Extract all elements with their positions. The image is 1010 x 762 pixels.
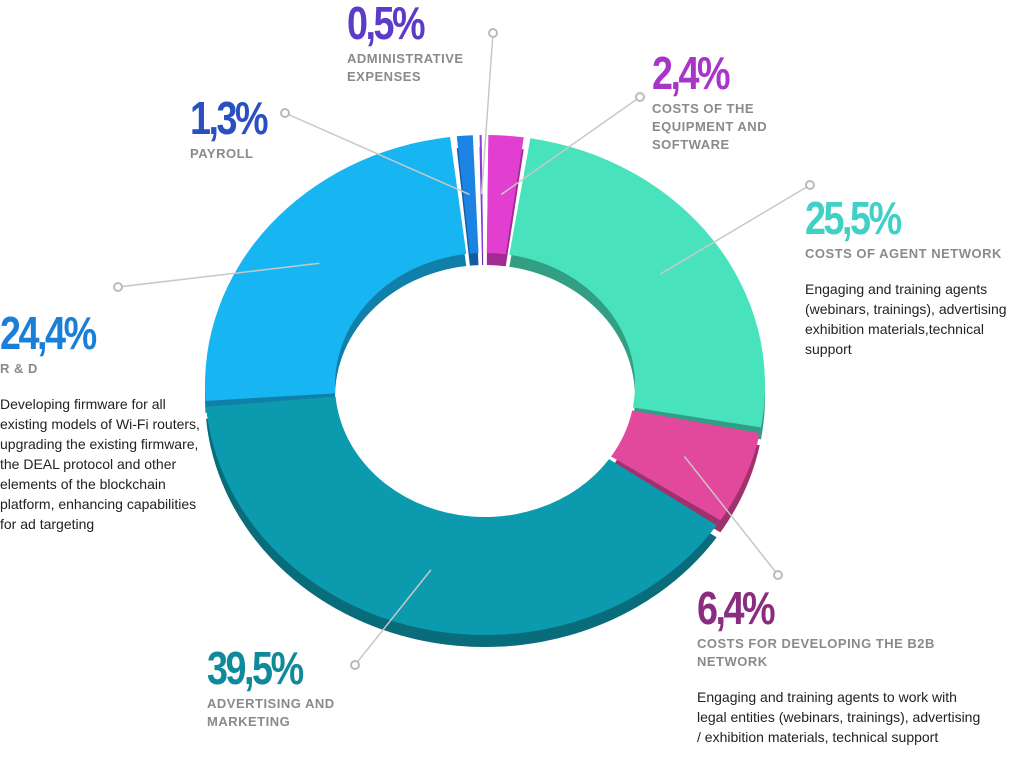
slice-label: 1,3% PAYROLL xyxy=(190,95,270,163)
slice-label: 25,5% COSTS OF AGENT NETWORK Engaging and … xyxy=(805,195,1010,359)
category-label: PAYROLL xyxy=(190,146,254,161)
slice xyxy=(205,136,467,401)
slice xyxy=(509,138,765,428)
leader-line xyxy=(480,32,494,195)
slice xyxy=(486,135,524,255)
leader-dot xyxy=(488,28,498,38)
value-label: 2,4% xyxy=(652,47,731,99)
slice-label: 6,4% COSTS FOR DEVELOPING THE B2B NETWORK… xyxy=(697,585,987,747)
slice xyxy=(206,396,717,636)
value-label: 25,5% xyxy=(805,192,902,244)
category-label: COSTS OF THE EQUIPMENT AND SOFTWARE xyxy=(652,101,768,152)
leader-line xyxy=(117,262,320,288)
slice-label: 24,4% R & D Developing firmware for all ex… xyxy=(0,310,200,534)
slice xyxy=(479,135,484,254)
leader-dot xyxy=(113,282,123,292)
value-label: 39,5% xyxy=(207,642,304,694)
value-label: 24,4% xyxy=(0,307,97,359)
leader-dot xyxy=(280,108,290,118)
slice-label: 39,5% ADVERTISING AND MARKETING xyxy=(207,645,367,731)
leader-line xyxy=(683,455,779,576)
category-label: ADMINISTRATIVE EXPENSES xyxy=(347,51,464,84)
leader-line xyxy=(354,569,432,666)
leader-dot xyxy=(635,92,645,102)
leader-dot xyxy=(350,660,360,670)
description: Developing firmware for all existing mod… xyxy=(0,396,200,532)
value-label: 1,3% xyxy=(190,92,269,144)
category-label: COSTS FOR DEVELOPING THE B2B NETWORK xyxy=(697,636,935,669)
value-label: 0,5% xyxy=(347,0,426,49)
leader-line xyxy=(500,96,641,196)
category-label: R & D xyxy=(0,361,38,376)
slice-label: 2,4% COSTS OF THE EQUIPMENT AND SOFTWARE xyxy=(652,50,822,154)
slice-label: 0,5% ADMINISTRATIVE EXPENSES xyxy=(347,0,487,86)
slice xyxy=(611,410,760,521)
leader-dot xyxy=(805,180,815,190)
leader-dot xyxy=(773,570,783,580)
description: Engaging and training agents to work wit… xyxy=(697,689,981,745)
description: Engaging and training agents (webinars, … xyxy=(805,281,1010,357)
category-label: COSTS OF AGENT NETWORK xyxy=(805,246,1002,261)
leader-line xyxy=(659,184,811,275)
value-label: 6,4% xyxy=(697,582,776,634)
category-label: ADVERTISING AND MARKETING xyxy=(207,696,335,729)
leader-line xyxy=(284,112,470,196)
